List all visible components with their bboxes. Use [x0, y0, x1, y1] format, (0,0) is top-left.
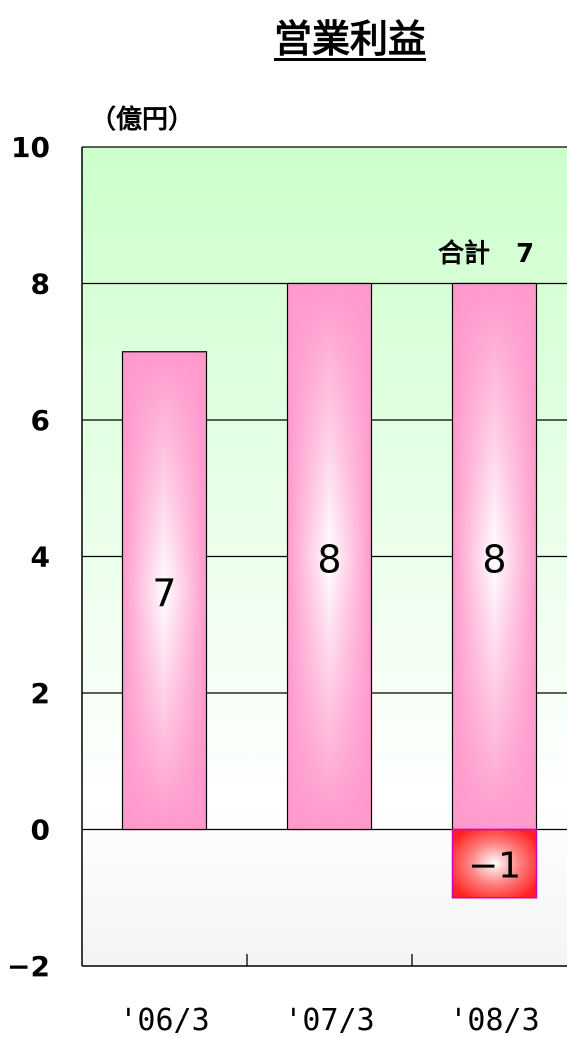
bar-shading — [451, 282, 538, 831]
y-tick-label: 2 — [31, 677, 50, 710]
y-axis-unit-label: （億円） — [90, 105, 194, 135]
y-tick-label: 10 — [11, 131, 50, 164]
negative-bar — [451, 828, 538, 899]
bar-shading — [121, 351, 208, 831]
y-tick-label: 6 — [31, 404, 50, 437]
x-tick-label: '08/3 — [449, 1003, 539, 1038]
bar-data-label: 8 — [482, 538, 506, 582]
x-tick-label: '07/3 — [284, 1003, 374, 1038]
chart-title: 営業利益 — [273, 17, 426, 61]
y-tick-label: 8 — [31, 268, 50, 301]
y-tick-label: −2 — [7, 950, 50, 983]
y-tick-label: 0 — [31, 814, 50, 847]
bar-data-label: 8 — [317, 538, 341, 582]
x-tick-label: '06/3 — [119, 1003, 209, 1038]
bar-shading — [286, 282, 373, 831]
y-tick-label: 4 — [31, 541, 50, 574]
total-annotation: 合計 7 — [438, 238, 534, 269]
negative-bar-data-label: −1 — [468, 846, 521, 887]
bar-data-label: 7 — [152, 572, 176, 616]
